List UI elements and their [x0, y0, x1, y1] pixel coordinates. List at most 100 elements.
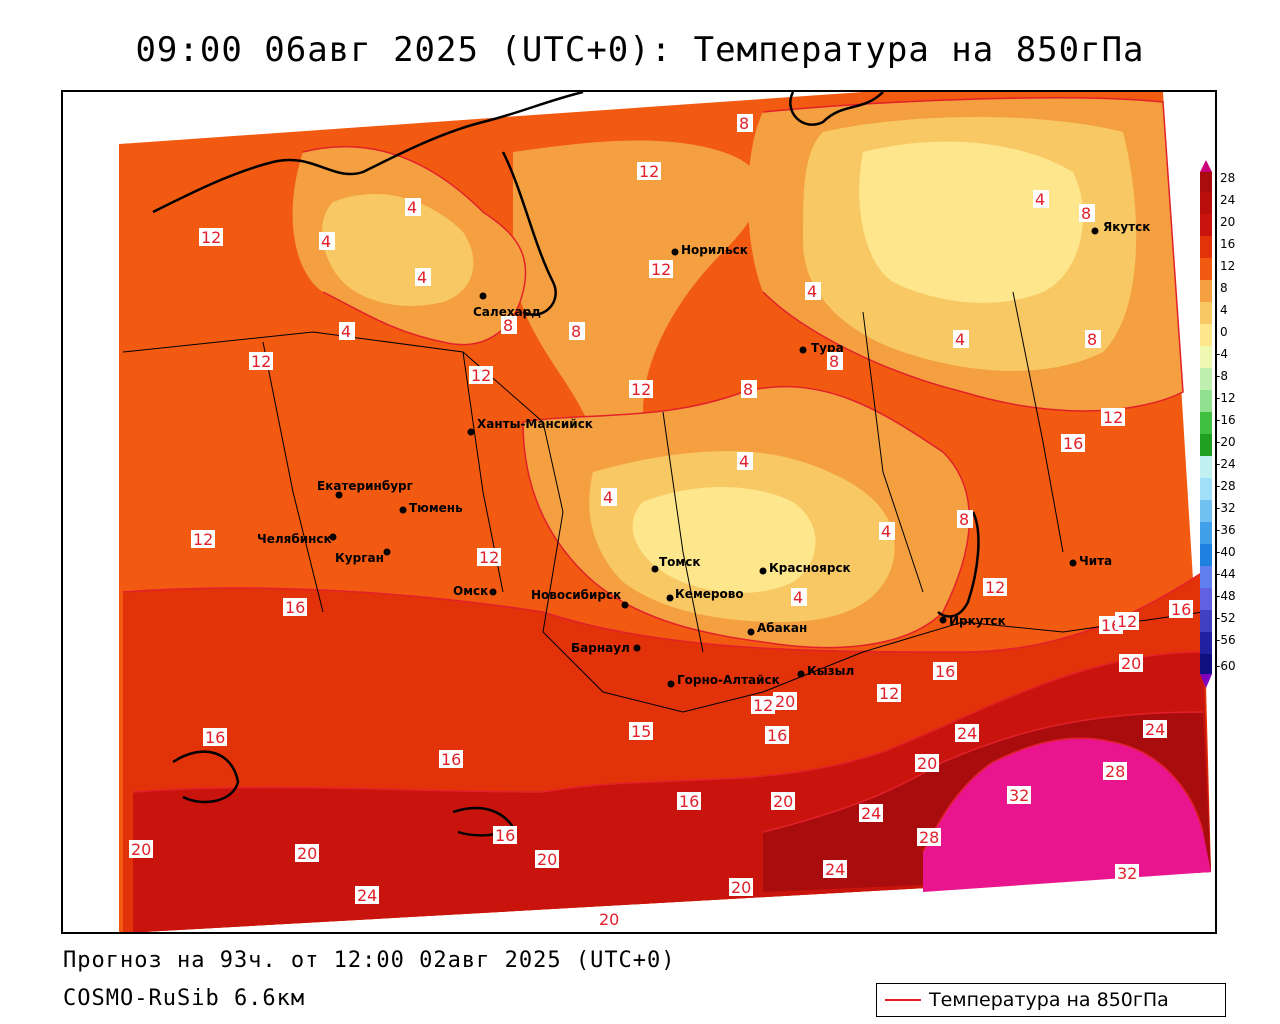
isotherm-label: 20 [597, 910, 621, 929]
svg-text:-12: -12 [1216, 391, 1236, 405]
svg-text:16: 16 [205, 728, 225, 747]
isotherm-label: 8 [1085, 330, 1101, 349]
isotherm-label: 20 [535, 850, 559, 869]
svg-text:12: 12 [631, 380, 651, 399]
isotherm-label: 12 [983, 578, 1007, 597]
svg-text:Омск: Омск [453, 584, 488, 598]
isotherm-label: 15 [629, 722, 653, 741]
svg-text:Горно-Алтайск: Горно-Алтайск [677, 673, 780, 687]
svg-text:4: 4 [807, 282, 817, 301]
isotherm-label: 32 [1007, 786, 1031, 805]
svg-text:0: 0 [1220, 325, 1228, 339]
zone-4-northwest [322, 193, 474, 306]
isotherm-label: 20 [1119, 654, 1143, 673]
svg-text:32: 32 [1009, 786, 1029, 805]
svg-text:4: 4 [881, 522, 891, 541]
isotherm-label: 24 [823, 860, 847, 879]
svg-text:Чита: Чита [1079, 554, 1112, 568]
svg-text:20: 20 [773, 792, 793, 811]
zone-32 [923, 738, 1211, 892]
svg-text:4: 4 [1035, 190, 1045, 209]
svg-text:20: 20 [731, 878, 751, 897]
svg-text:-52: -52 [1216, 611, 1236, 625]
svg-text:-44: -44 [1216, 567, 1236, 581]
svg-text:4: 4 [603, 488, 613, 507]
colorbar-svg: 28 24 20 16 12 8 4 0 -4 -8 -12 -16 -20 -… [1200, 160, 1236, 688]
coastlines [152, 92, 980, 837]
svg-text:Ханты-Мансийск: Ханты-Мансийск [477, 417, 593, 431]
svg-text:12: 12 [201, 228, 221, 247]
isotherm-label: 16 [677, 792, 701, 811]
svg-text:4: 4 [417, 268, 427, 287]
isotherm-label: 12 [1115, 612, 1139, 631]
isotherm-label: 28 [917, 828, 941, 847]
city-irkutsk: Иркутск [939, 614, 1006, 628]
city-chita: Чита [1069, 554, 1112, 568]
svg-text:12: 12 [985, 578, 1005, 597]
isotherm-label: 4 [415, 268, 431, 287]
city-kurgan: Курган [335, 548, 391, 565]
svg-text:4: 4 [407, 198, 417, 217]
svg-text:8: 8 [1220, 281, 1228, 295]
svg-text:8: 8 [1087, 330, 1097, 349]
svg-text:-56: -56 [1216, 633, 1236, 647]
svg-text:-40: -40 [1216, 545, 1236, 559]
city-omsk: Омск [453, 584, 497, 598]
isotherm-label: 8 [569, 322, 585, 341]
svg-text:Кызыл: Кызыл [807, 664, 854, 678]
svg-text:-8: -8 [1216, 369, 1228, 383]
svg-text:Новосибирск: Новосибирск [531, 588, 621, 602]
isotherm-lines [122, 97, 1204, 853]
svg-text:24: 24 [957, 724, 977, 743]
svg-text:Красноярск: Красноярск [769, 561, 851, 575]
svg-text:-16: -16 [1216, 413, 1236, 427]
isotherm-label: 4 [953, 330, 969, 349]
zone-0-east [859, 141, 1083, 303]
svg-text:20: 20 [1220, 215, 1235, 229]
isotherm-label: 20 [915, 754, 939, 773]
isotherm-label: 28 [1103, 762, 1127, 781]
svg-text:16: 16 [441, 750, 461, 769]
svg-text:20: 20 [917, 754, 937, 773]
isotherm-label: 8 [741, 380, 757, 399]
svg-text:4: 4 [1220, 303, 1228, 317]
isotherm-label: 16 [1169, 600, 1193, 619]
city-abakan: Абакан [747, 621, 807, 636]
svg-text:20: 20 [131, 840, 151, 859]
svg-text:Якутск: Якутск [1103, 220, 1150, 234]
svg-text:Барнаул: Барнаул [571, 641, 630, 655]
isotherm-label: 8 [827, 352, 843, 371]
isotherm-label: 16 [439, 750, 463, 769]
svg-text:16: 16 [285, 598, 305, 617]
isotherm-label: 12 [191, 530, 215, 549]
isotherm-label: 8 [1079, 204, 1095, 223]
isotherm-label: 16 [1061, 434, 1085, 453]
svg-text:8: 8 [1081, 204, 1091, 223]
svg-text:16: 16 [935, 662, 955, 681]
isotherm-label: 16 [933, 662, 957, 681]
model-info: COSMO-RuSib 6.6км [63, 986, 306, 1011]
city-chelyabinsk: Челябинск [257, 532, 337, 546]
isotherm-label: 16 [493, 826, 517, 845]
svg-text:-60: -60 [1216, 659, 1236, 673]
isotherm-label: 20 [729, 878, 753, 897]
svg-text:-48: -48 [1216, 589, 1236, 603]
isotherm-label: 16 [203, 728, 227, 747]
svg-text:20: 20 [537, 850, 557, 869]
isotherm-label: 24 [1143, 720, 1167, 739]
city-krasnoyarsk: Красноярск [759, 561, 851, 575]
isotherm-label: 24 [859, 804, 883, 823]
svg-text:8: 8 [743, 380, 753, 399]
isotherm-label: 4 [879, 522, 895, 541]
svg-text:8: 8 [571, 322, 581, 341]
svg-text:4: 4 [793, 588, 803, 607]
svg-text:16: 16 [495, 826, 515, 845]
svg-text:12: 12 [1117, 612, 1137, 631]
isotherm-label: 4 [737, 452, 753, 471]
svg-text:4: 4 [321, 232, 331, 251]
city-tomsk: Томск [651, 555, 701, 573]
isotherm-label: 20 [771, 792, 795, 811]
svg-text:24: 24 [825, 860, 845, 879]
page-title: 09:00 06авг 2025 (UTC+0): Температура на… [135, 30, 1145, 70]
svg-text:24: 24 [861, 804, 881, 823]
